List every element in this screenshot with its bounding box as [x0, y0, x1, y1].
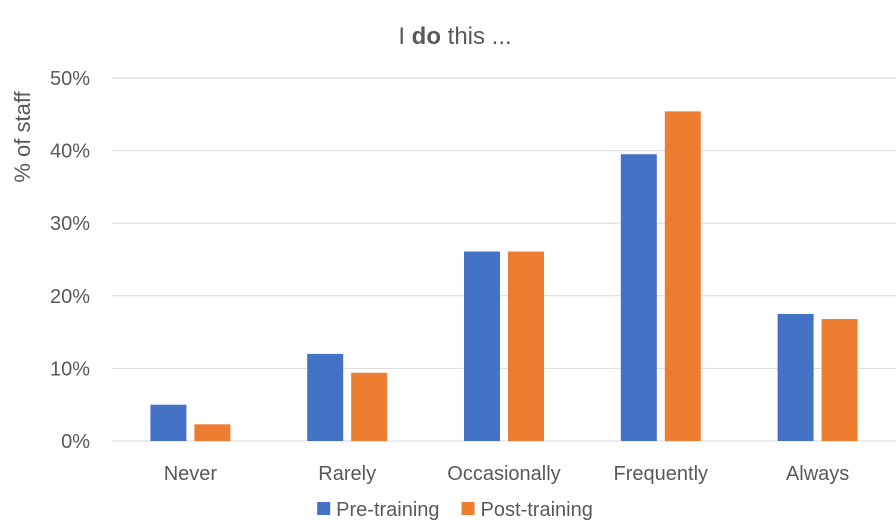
legend-label-pre-training: Pre-training [336, 499, 439, 521]
y-tick-label-20: 20% [50, 286, 90, 308]
chart-title-post: this ... [441, 23, 512, 50]
y-tick-label-10: 10% [50, 358, 90, 380]
bar-pre-training-never [150, 404, 187, 441]
bars [150, 111, 858, 442]
chart-title: I do this ... [398, 23, 511, 50]
bar-post-training-always [821, 319, 858, 441]
chart-title-pre: I [398, 23, 411, 50]
x-tick-label-frequently: Frequently [614, 463, 709, 485]
bar-post-training-frequently [664, 111, 701, 442]
y-tick-labels: 0% 10% 20% 30% 40% 50% [50, 68, 90, 453]
legend-label-post-training: Post-training [481, 499, 593, 521]
y-tick-label-40: 40% [50, 141, 90, 163]
x-tick-label-never: Never [164, 463, 218, 485]
y-tick-label-30: 30% [50, 213, 90, 235]
bar-pre-training-frequently [620, 154, 657, 442]
bar-post-training-rarely [351, 372, 388, 441]
bar-pre-training-occasionally [464, 251, 500, 441]
bar-post-training-never [194, 424, 231, 441]
x-tick-label-rarely: Rarely [318, 463, 376, 485]
legend: Pre-training Post-training [317, 499, 593, 521]
legend-swatch-pre-training [317, 502, 331, 515]
x-tick-labels: Never Rarely Occasionally Frequently Always [164, 463, 850, 485]
chart-title-bold: do [412, 23, 441, 50]
y-tick-label-50: 50% [50, 68, 90, 90]
gridlines [112, 77, 896, 442]
bar-post-training-occasionally [508, 251, 544, 441]
x-tick-label-always: Always [786, 463, 849, 485]
bar-pre-training-rarely [307, 353, 344, 441]
y-tick-label-0: 0% [61, 431, 90, 453]
legend-swatch-post-training [461, 502, 475, 515]
x-tick-label-occasionally: Occasionally [447, 463, 560, 485]
y-axis-title: % of staff [10, 90, 35, 182]
bar-pre-training-always [777, 313, 814, 441]
